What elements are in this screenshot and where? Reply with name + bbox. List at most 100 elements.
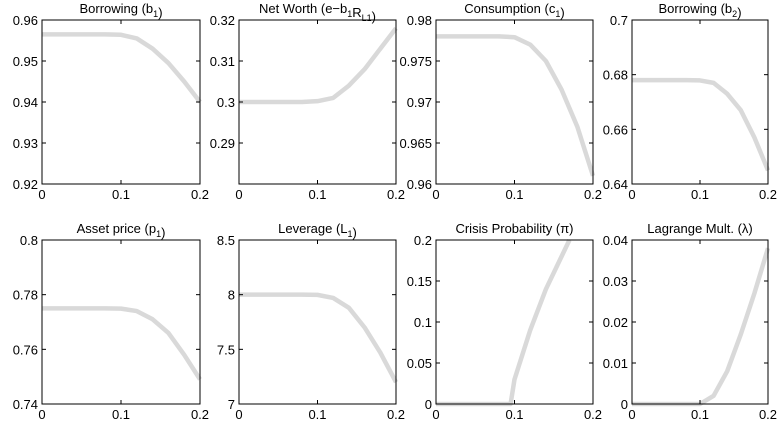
x-tick-label: 0 [235, 187, 242, 202]
x-tick-label: 0.2 [759, 407, 777, 422]
data-line [239, 292, 398, 384]
y-tick-label: 0.66 [603, 122, 628, 137]
subplot: Consumption (c1) 0.96 0.965 0.97 0.975 0.98 0 0… [399, 1, 602, 202]
subplot: Leverage (L1) 7 7.5 8 8.5 0 0.1 0.2 [217, 221, 405, 422]
y-tick-label: 0.04 [603, 233, 628, 248]
title-subscript: 1 [555, 9, 560, 19]
y-tick-label: 0.2 [414, 233, 432, 248]
data-line [42, 306, 202, 381]
data-line [436, 239, 572, 407]
y-tick-label: 0.29 [210, 136, 235, 151]
title-subscript: 2 [732, 9, 737, 19]
y-tick-label: 0.97 [407, 95, 432, 110]
axes-box [631, 239, 769, 405]
y-tick-label: 0.965 [399, 136, 432, 151]
x-tick-label: 0 [235, 407, 242, 422]
x-tick-label: 0.1 [308, 187, 326, 202]
title-text: Crisis Probability (π) [455, 221, 573, 236]
data-line [632, 77, 771, 172]
x-tick-label: 0.1 [691, 187, 709, 202]
y-tick-label: 0.95 [13, 54, 38, 69]
y-tick-label: 0.15 [407, 274, 432, 289]
x-tick-label: 0.2 [191, 187, 209, 202]
subplot-title: Net Worth (e−b1RL1) [259, 1, 376, 24]
subplot-title: Lagrange Mult. (λ) [647, 221, 753, 236]
subplot: Borrowing (b1) 0.92 0.93 0.94 0.95 0.96 0 0.1 0.… [13, 1, 209, 202]
y-tick-label: 0.01 [603, 356, 628, 371]
y-tick-label: 0.68 [603, 68, 628, 83]
y-tick-label: 0 [425, 397, 432, 412]
title-subscript: 1 [153, 9, 158, 19]
data-line [42, 32, 202, 104]
y-tick-label: 7.5 [217, 342, 235, 357]
title-text: Lagrange Mult. (λ) [647, 221, 753, 236]
x-tick-label: 0 [38, 187, 45, 202]
y-tick-label: 0.76 [13, 342, 38, 357]
y-tick-label: 0.64 [603, 177, 628, 192]
subplot: Crisis Probability (π) 0 0.05 0.1 0.15 0.2 0 0.… [407, 221, 602, 422]
title-text: Borrowing (b [658, 1, 732, 16]
y-tick-label: 0.31 [210, 54, 235, 69]
x-tick-label: 0.1 [691, 407, 709, 422]
y-tick-label: 0.03 [603, 274, 628, 289]
title-text: R [352, 5, 361, 20]
y-tick-label: 0.98 [407, 13, 432, 28]
y-tick-label: 0.96 [13, 13, 38, 28]
title-text: ) [560, 5, 564, 20]
x-tick-label: 0 [628, 187, 635, 202]
x-tick-label: 0.1 [112, 407, 130, 422]
axes-box [41, 19, 201, 185]
subplot-title: Borrowing (b1) [79, 1, 162, 20]
axes-box [631, 19, 769, 185]
title-text: Leverage (L [278, 221, 347, 236]
data-line [436, 34, 596, 177]
x-tick-label: 0 [432, 407, 439, 422]
subplot-title: Consumption (c1) [464, 1, 564, 20]
title-subscript: 1 [348, 229, 353, 239]
axes-box [238, 239, 397, 405]
title-text: ) [353, 225, 357, 240]
subplot: Asset price (p1) 0.74 0.76 0.78 0.8 0 0.1 0.2 [13, 221, 209, 422]
y-tick-label: 0.32 [210, 13, 235, 28]
x-tick-label: 0.2 [584, 187, 602, 202]
x-tick-label: 0.2 [759, 187, 777, 202]
y-tick-label: 0.8 [20, 233, 38, 248]
y-tick-label: 8 [228, 288, 235, 303]
subplot-title: Crisis Probability (π) [455, 221, 573, 236]
y-tick-label: 0.7 [610, 13, 628, 28]
axes-box [41, 239, 201, 405]
title-subscript: 1 [156, 229, 161, 239]
title-subscript: 1 [347, 9, 352, 19]
title-text: Borrowing (b [79, 1, 153, 16]
y-tick-label: 7 [228, 397, 235, 412]
data-line [632, 247, 771, 407]
title-text: ) [737, 5, 741, 20]
title-subscript: L1 [362, 13, 372, 23]
y-tick-label: 0.78 [13, 288, 38, 303]
title-text: ) [158, 5, 162, 20]
y-tick-label: 0.96 [407, 177, 432, 192]
x-tick-label: 0 [628, 407, 635, 422]
x-tick-label: 0.1 [112, 187, 130, 202]
title-text: Consumption (c [464, 1, 556, 16]
subplot: Net Worth (e−b1RL1) 0.29 0.3 0.31 0.32 0 0.1 0.… [210, 1, 405, 202]
y-tick-label: 0.3 [217, 95, 235, 110]
y-tick-label: 0 [621, 397, 628, 412]
subplot: Lagrange Mult. (λ) 0 0.01 0.02 0.03 0.04 0 0.1 0… [603, 221, 777, 422]
x-tick-label: 0.1 [505, 407, 523, 422]
subplot-title: Borrowing (b2) [658, 1, 741, 20]
title-text: Asset price (p [77, 221, 156, 236]
title-text: Net Worth (e−b [259, 1, 347, 16]
axes-box [435, 19, 594, 185]
data-line [239, 26, 398, 105]
y-tick-label: 0.92 [13, 177, 38, 192]
x-tick-label: 0 [38, 407, 45, 422]
x-tick-label: 0.2 [191, 407, 209, 422]
title-text: ) [161, 225, 165, 240]
x-tick-label: 0.1 [505, 187, 523, 202]
y-tick-label: 0.94 [13, 95, 38, 110]
x-tick-label: 0.2 [387, 187, 405, 202]
x-tick-label: 0.1 [308, 407, 326, 422]
y-tick-label: 0.02 [603, 315, 628, 330]
